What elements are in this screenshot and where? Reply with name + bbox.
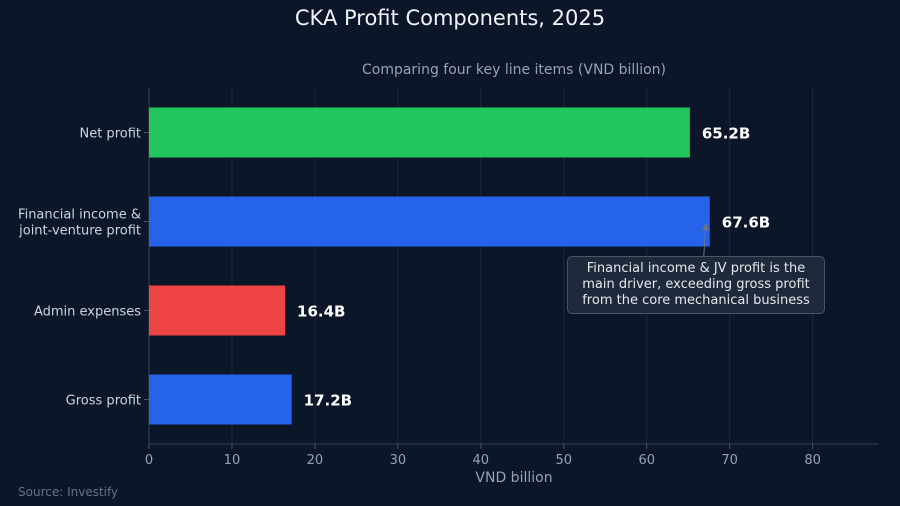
data-label: 65.2B: [702, 125, 750, 143]
category-label: Net profit: [79, 127, 141, 142]
chart-title: CKA Profit Components, 2025: [294, 6, 606, 30]
annotation-arrow: [703, 226, 707, 257]
bar: [149, 285, 286, 336]
bar: [149, 196, 710, 247]
category-label: Gross profit: [66, 394, 141, 409]
x-tick-label: 70: [721, 453, 738, 468]
bar: [149, 107, 690, 158]
x-tick-label: 50: [555, 453, 572, 468]
x-tick-label: 20: [307, 453, 324, 468]
x-tick-label: 60: [638, 453, 655, 468]
chart-subtitle: Comparing four key line items (VND billi…: [361, 62, 666, 78]
data-label: 67.6B: [722, 214, 770, 232]
data-label: 17.2B: [304, 392, 352, 410]
x-tick-label: 0: [145, 453, 153, 468]
category-label: Financial income & joint-venture profit: [18, 208, 141, 239]
x-axis-title: VND billion: [475, 470, 552, 486]
bar: [149, 374, 292, 425]
annotation-callout: Financial income & JV profit is the main…: [567, 256, 825, 314]
category-label: Admin expenses: [34, 305, 141, 320]
data-label: 16.4B: [297, 303, 345, 321]
x-tick-label: 30: [390, 453, 407, 468]
x-tick-label: 80: [804, 453, 821, 468]
annotation-arrowhead: [701, 222, 710, 231]
x-tick-label: 40: [473, 453, 490, 468]
source-note: Source: Investify: [18, 485, 119, 499]
x-tick-label: 10: [224, 453, 241, 468]
